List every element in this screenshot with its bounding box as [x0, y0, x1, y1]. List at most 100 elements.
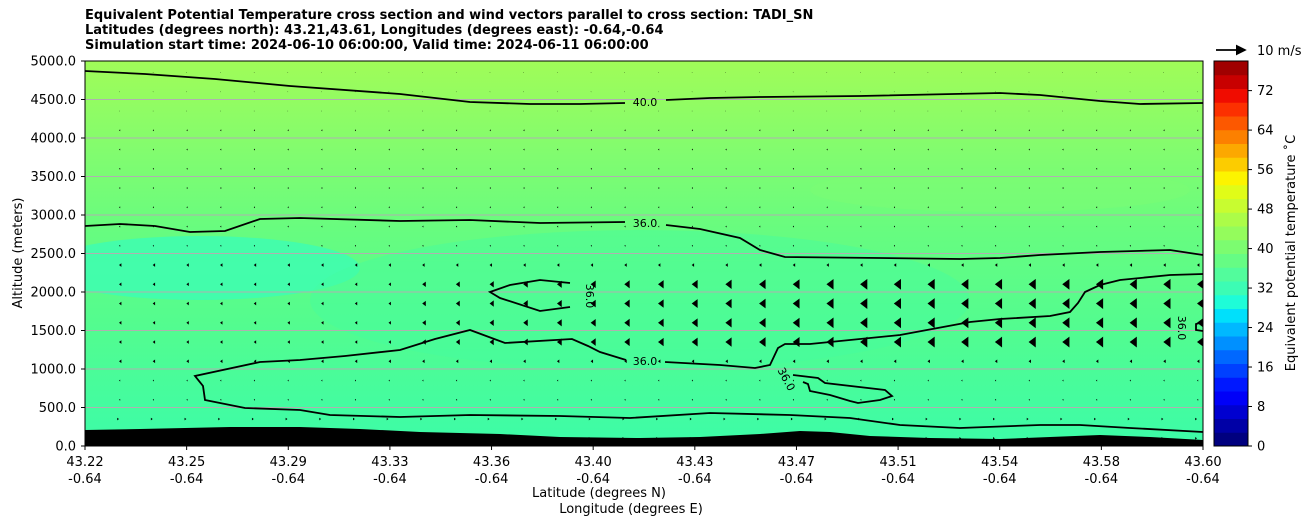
x-tick-label-lat: 43.54	[981, 455, 1018, 470]
wind-vector	[220, 148, 222, 151]
colorbar-segment	[1214, 88, 1248, 103]
wind-vector	[455, 244, 458, 247]
wind-vector	[489, 110, 491, 112]
wind-vector	[388, 244, 390, 247]
wind-vector	[287, 263, 290, 267]
x-tick-label-lat: 43.36	[473, 455, 510, 470]
x-tick-label-lon: -0.64	[170, 472, 204, 487]
colorbar-tick-label: 24	[1257, 321, 1274, 336]
y-tick-label: 0.0	[55, 440, 76, 455]
wind-vector	[994, 298, 1003, 309]
wind-vector	[321, 167, 323, 170]
wind-vector	[186, 148, 188, 151]
wind-vector	[590, 225, 592, 228]
wind-vector	[354, 167, 357, 170]
wind-vector	[455, 225, 458, 228]
wind-vector	[961, 167, 963, 170]
colorbar-segment	[1214, 74, 1248, 89]
wind-vector	[792, 398, 794, 401]
wind-vector	[893, 72, 895, 74]
wind-vector	[253, 110, 255, 112]
wind-vector	[354, 225, 357, 228]
wind-vector	[422, 129, 424, 132]
wind-vector	[152, 91, 154, 93]
wind-vector	[1163, 244, 1165, 247]
wind-vector	[994, 206, 997, 209]
wind-vector	[590, 187, 592, 189]
wind-vector	[860, 206, 862, 209]
wind-vector	[422, 225, 424, 228]
wind-vector	[1028, 336, 1036, 348]
wind-vector	[220, 263, 223, 267]
wind-vector	[1095, 148, 1098, 151]
wind-vector	[792, 91, 794, 93]
wind-vector	[489, 319, 494, 326]
wind-vector	[927, 187, 929, 189]
wind-vector	[354, 129, 357, 132]
wind-vector	[860, 167, 862, 170]
wind-vector	[893, 317, 902, 329]
wind-vector	[658, 206, 660, 209]
wind-vector	[422, 281, 426, 288]
wind-vector	[860, 129, 862, 132]
wind-vector	[152, 379, 154, 382]
wind-vector	[1095, 317, 1104, 329]
wind-vector	[658, 398, 660, 401]
wind-vector	[1095, 336, 1104, 348]
wind-vector	[487, 417, 490, 421]
wind-vector	[1197, 110, 1198, 112]
wind-vector	[152, 148, 154, 151]
wind-vector	[253, 187, 255, 189]
wind-vector	[422, 320, 426, 326]
wind-vector	[152, 72, 154, 74]
wind-vector	[119, 244, 121, 247]
colorbar-segment	[1214, 349, 1248, 364]
wind-vector	[556, 72, 558, 74]
wind-vector	[826, 91, 828, 93]
contour-label-36-d: 36.0	[583, 284, 596, 309]
colorbar-ticks: 0 8 16 24 32 40 48 56 64 72	[1248, 84, 1274, 455]
wind-vector	[117, 417, 119, 421]
wind-vector	[725, 279, 732, 289]
x-tick-label-lon: -0.64	[1085, 472, 1119, 487]
wind-vector	[1129, 298, 1137, 309]
colorbar-tick-label: 72	[1257, 84, 1274, 99]
title-line-1: Equivalent Potential Temperature cross s…	[85, 8, 814, 23]
wind-vector	[725, 359, 728, 364]
wind-vector	[691, 263, 695, 267]
wind-vector	[253, 263, 257, 267]
wind-vector	[253, 206, 255, 209]
colorbar-segment	[1214, 267, 1248, 282]
wind-vector	[860, 244, 862, 247]
wind-vector	[152, 263, 156, 267]
wind-vector	[1028, 398, 1030, 401]
wind-vector	[624, 263, 627, 267]
wind-vector	[1026, 417, 1029, 421]
wind-vector	[321, 301, 324, 306]
wind-vector	[186, 301, 189, 306]
wind-vector	[220, 167, 222, 170]
wind-vector	[285, 417, 288, 421]
wind-vector	[1163, 187, 1165, 189]
colorbar-segment	[1214, 418, 1248, 433]
wind-vector	[1197, 263, 1200, 267]
wind-vector	[658, 225, 660, 228]
wind-vector	[994, 72, 996, 74]
wind-vector	[759, 91, 760, 93]
wind-vector	[1197, 72, 1198, 74]
wind-vector	[556, 225, 559, 228]
wind-vector	[590, 299, 596, 308]
wind-vector	[1028, 72, 1030, 74]
wind-vector	[1062, 206, 1064, 209]
wind-vector	[961, 187, 963, 189]
wind-vector	[1095, 187, 1098, 189]
wind-vector	[388, 359, 391, 364]
x-tick-label-lon: -0.64	[475, 472, 509, 487]
wind-vector	[725, 379, 727, 382]
wind-vector	[321, 340, 324, 344]
wind-vector	[658, 337, 664, 347]
wind-vector	[961, 298, 969, 309]
wind-vector	[152, 359, 156, 364]
wind-vector	[658, 244, 660, 247]
wind-vector	[489, 263, 492, 267]
